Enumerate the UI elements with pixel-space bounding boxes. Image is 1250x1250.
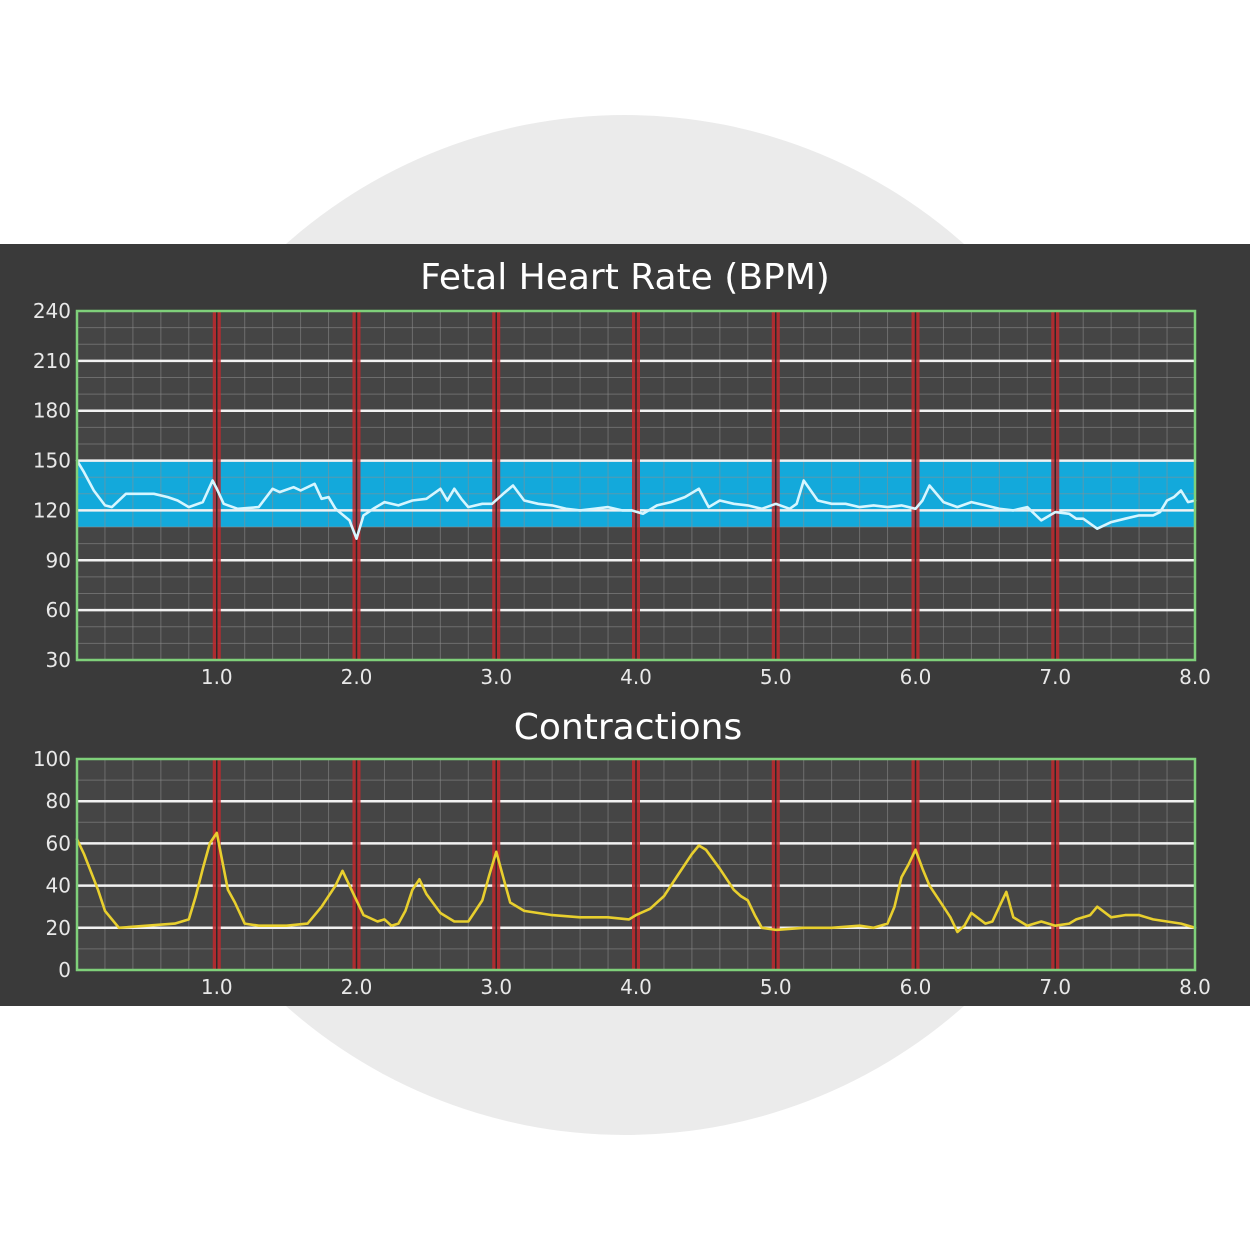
fhr-y-tick-label: 120 xyxy=(33,498,71,522)
contractions-series-line xyxy=(75,831,1197,934)
contractions-chart-title: Contractions xyxy=(514,707,742,748)
contractions-x-tick-label: 5.0 xyxy=(760,975,792,999)
fhr-y-tick-label: 210 xyxy=(33,349,71,373)
contractions-x-tick-label: 4.0 xyxy=(620,975,652,999)
contractions-x-tick-label: 6.0 xyxy=(900,975,932,999)
fhr-y-tick-label: 60 xyxy=(46,598,71,622)
fhr-series-line xyxy=(75,459,1197,541)
fhr-x-tick-label: 7.0 xyxy=(1039,665,1071,689)
fhr-x-tick-label: 2.0 xyxy=(341,665,373,689)
fhr-y-tick-label: 150 xyxy=(33,449,71,473)
contractions-chart: Contractions 100 80 60 40 20 0 1.0 2.0 3.0 4.0 5.0… xyxy=(33,707,1211,999)
contractions-y-tick-label: 100 xyxy=(33,747,71,771)
fhr-x-tick-label: 3.0 xyxy=(480,665,512,689)
fhr-x-tick-label: 4.0 xyxy=(620,665,652,689)
fhr-y-tick-label: 240 xyxy=(33,299,71,323)
fhr-x-tick-label: 1.0 xyxy=(201,665,233,689)
fhr-y-tick-label: 30 xyxy=(46,648,71,672)
contractions-y-tick-label: 0 xyxy=(58,958,71,982)
contractions-plot-frame xyxy=(75,757,1197,972)
contractions-y-tick-label: 40 xyxy=(46,874,71,898)
fhr-x-tick-label: 8.0 xyxy=(1179,665,1211,689)
contractions-plot-area: 100 80 60 40 20 0 1.0 2.0 3.0 4.0 5.0 6.0 7.0 8.0 xyxy=(33,747,1211,999)
contractions-y-tick-label: 60 xyxy=(46,831,71,855)
contractions-x-tick-label: 7.0 xyxy=(1039,975,1071,999)
fhr-chart-title: Fetal Heart Rate (BPM) xyxy=(420,257,830,298)
contractions-y-tick-label: 20 xyxy=(46,916,71,940)
contractions-x-tick-label: 1.0 xyxy=(201,975,233,999)
fhr-plot-area: 240 210 180 150 120 90 60 30 1.0 2.0 3.0 4.0 5.0 6.0 7… xyxy=(33,299,1211,689)
contractions-x-tick-label: 3.0 xyxy=(480,975,512,999)
contractions-y-tick-label: 80 xyxy=(46,789,71,813)
contractions-x-tick-label: 2.0 xyxy=(341,975,373,999)
contractions-x-tick-label: 8.0 xyxy=(1179,975,1211,999)
fhr-plot-frame xyxy=(75,309,1197,662)
fetal-heart-rate-chart: Fetal Heart Rate (BPM) 240 210 180 150 120 90… xyxy=(33,257,1211,689)
fhr-y-tick-label: 90 xyxy=(46,548,71,572)
fhr-x-tick-label: 6.0 xyxy=(900,665,932,689)
fetal-monitor-panel: Fetal Heart Rate (BPM) 240 210 180 150 120 90… xyxy=(0,244,1250,1006)
fhr-x-tick-label: 5.0 xyxy=(760,665,792,689)
fhr-y-tick-label: 180 xyxy=(33,399,71,423)
